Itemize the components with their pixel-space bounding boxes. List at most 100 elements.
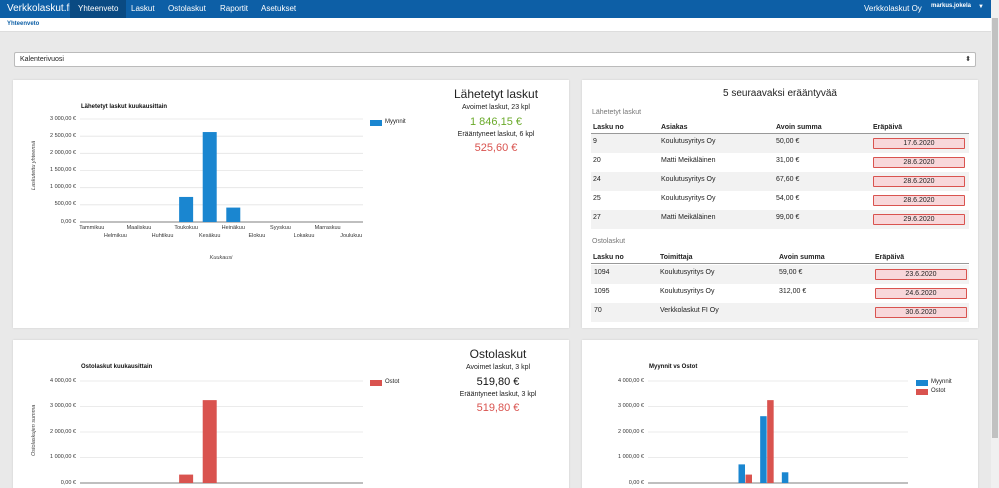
sent-cell-no: 27 [593,214,601,221]
y-tick-label: 500,00 € [54,201,76,208]
purchase-header-date: Eräpäivä [875,254,905,261]
purchase-cell-party: Koulutusyritys Oy [660,288,715,295]
x-tick-label: Helmikuu [103,233,127,239]
purchase-header-amount: Avoin summa [779,254,825,261]
nav-laskut[interactable]: Laskut [131,4,155,13]
due-date-badge: 28.6.2020 [873,195,965,206]
x-tick-label: Elokuu [248,233,266,239]
legend-swatch-myynnit-2 [916,380,928,386]
x-tick-label: Joulukuu [340,233,363,239]
x-tick-label: Toukokuu [174,225,198,231]
chevron-down-icon[interactable]: ▼ [978,4,984,10]
breadcrumb: Yhteenveto [0,18,999,32]
y-tick-label: 1 500,00 € [50,167,76,173]
table-row[interactable] [591,265,969,284]
y-tick-label: 1 000,00 € [50,454,76,460]
purchase-overdue-amount: 519,80 € [476,402,520,414]
due-date-badge: 28.6.2020 [873,157,965,168]
period-select-value: Kalenterivuosi [20,56,64,63]
sent-cell-amount: 31,00 € [776,157,800,164]
y-tick-label: 0,00 € [628,479,644,486]
purchase-header-party: Toimittaja [660,254,693,261]
due-date-badge: 29.6.2020 [873,214,965,225]
purchase-cell-amount: 312,00 € [779,288,807,295]
legend-swatch-ostot [370,380,382,386]
bar-ostot-kesäkuu [767,400,774,483]
sales-chart-title: Lähetetyt laskut kuukausittain [81,104,168,110]
x-tick-label: Syyskuu [270,225,291,231]
legend-label-myynnit-2: Myynnit [931,379,952,385]
comparison-panel [582,340,978,488]
sent-cell-no: 24 [593,176,601,183]
table-row[interactable] [591,303,969,322]
sent-header-amount: Avoin summa [776,124,822,131]
legend-swatch-ostot-2 [916,389,928,395]
purchase-cell-no: 1095 [594,288,610,295]
y-tick-label: 1 000,00 € [618,454,644,460]
sales-overdue-label: Erääntyneet laskut, 6 kpl [457,131,535,138]
sent-cell-party: Matti Meikäläinen [661,214,716,221]
sales-summary-title: Lähetetyt laskut [453,87,539,101]
sales-open-amount: 1 846,15 € [470,116,522,128]
y-tick-label: 2 000,00 € [50,149,76,156]
page-scrollbar[interactable] [991,0,999,488]
purchase-overdue-label: Erääntyneet laskut, 3 kpl [459,391,537,398]
purchase-cell-party: Koulutusyritys Oy [660,269,715,276]
breadcrumb-item[interactable]: Yhteenveto [7,21,40,27]
x-tick-label: Marraskuu [314,225,341,231]
nav-raportit[interactable]: Raportit [220,4,249,13]
due-date-badge: 23.6.2020 [875,269,967,280]
bar-myynnit-toukokuu [738,464,745,483]
sent-cell-party: Matti Meikäläinen [661,157,716,164]
nav-yhteenveto[interactable]: Yhteenveto [70,0,127,18]
scrollbar-thumb[interactable] [992,18,998,438]
due-date-badge: 17.6.2020 [873,138,965,149]
brand-logo[interactable]: Verkkolaskut.fi [7,3,72,14]
sales-open-label: Avoimet laskut, 23 kpl [462,104,530,111]
purchase-section-label: Ostolaskut [592,238,626,245]
nav-asetukset[interactable]: Asetukset [261,4,297,13]
sent-cell-amount: 99,00 € [776,214,800,221]
purchase-panel [13,340,569,488]
legend-label-ostot-2: Ostot [931,388,946,394]
x-tick-label: Maaliskuu [126,225,152,231]
purchase-cell-no: 70 [594,307,602,314]
sent-cell-no: 9 [593,138,597,145]
sales-panel [13,80,569,328]
y-tick-label: 0,00 € [60,218,76,225]
y-tick-label: 2 000,00 € [50,428,76,435]
bar-ostot-toukokuu [179,474,194,483]
y-tick-label: 2 500,00 € [50,132,76,139]
bar-myynnit-heinäkuu [781,472,789,483]
sent-header-date: Eräpäivä [873,124,903,131]
period-select[interactable]: Kalenterivuosi ⬍ [14,52,976,67]
x-tick-label: Kesäkuu [199,233,221,239]
y-tick-label: 3 000,00 € [618,403,644,409]
nav-ostolaskut[interactable]: Ostolaskut [168,4,206,13]
y-tick-label: 3 000,00 € [50,403,76,409]
sent-header-no: Lasku no [593,124,624,131]
bar-ostot-kesäkuu [202,400,217,483]
bar-myynnit-heinäkuu [226,207,241,222]
x-tick-label: Heinäkuu [221,225,245,231]
sales-chart-xlabel: Kuukausi [209,255,233,261]
company-name[interactable]: Verkkolaskut Oy [864,4,922,13]
due-title: 5 seuraavaksi erääntyvää [723,88,837,99]
x-tick-label: Lokakuu [293,233,315,239]
select-arrows-icon: ⬍ [965,56,971,63]
y-tick-label: 4 000,00 € [618,377,644,384]
sent-cell-party: Koulutusyritys Oy [661,176,716,183]
y-tick-label: 1 000,00 € [50,184,76,191]
purchase-open-amount: 519,80 € [476,376,520,388]
y-tick-label: 3 000,00 € [50,115,76,122]
y-tick-label: 0,00 € [60,479,76,486]
purchase-header-no: Lasku no [593,254,624,261]
sent-cell-party: Koulutusyritys Oy [661,195,716,202]
bar-myynnit-toukokuu [179,196,194,222]
sent-cell-amount: 50,00 € [776,138,800,145]
user-menu[interactable]: markus.jokela [931,3,972,9]
sales-overdue-amount: 525,60 € [474,142,518,154]
legend-swatch-myynnit [370,120,382,126]
purchase-chart-title: Ostolaskut kuukausittain [81,364,153,370]
